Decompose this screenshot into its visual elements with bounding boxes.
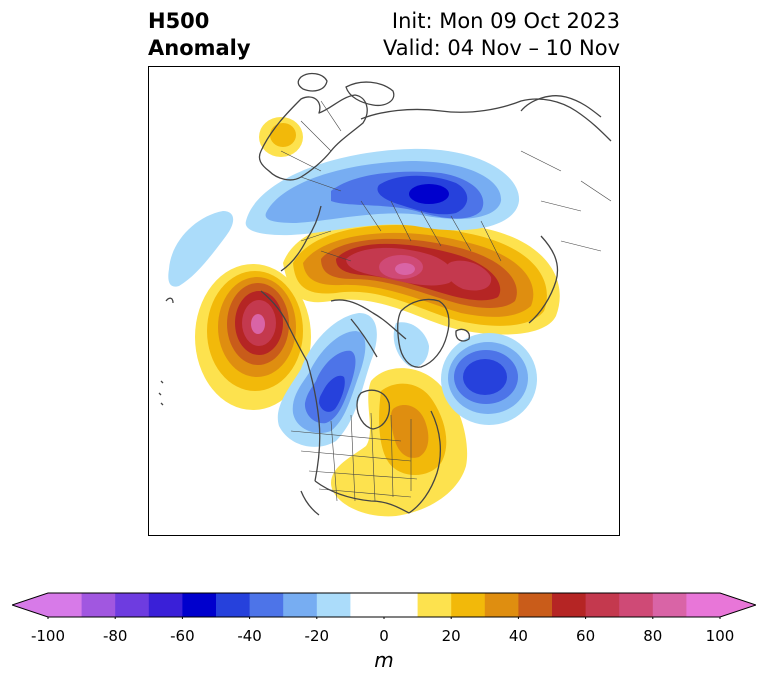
colorbar-tick-label: -40 [237,627,262,645]
title-right: Init: Mon 09 Oct 2023 Valid: 04 Nov – 10… [383,8,620,62]
colorbar-segment [384,593,419,617]
colorbar-segment [652,593,687,617]
colorbar-segment [350,593,385,617]
colorbar-extend-high [720,593,756,617]
colorbar-tick-label: 20 [441,627,461,645]
colorbar-tick-label: 0 [379,627,389,645]
ridge-alaska-gulf [195,264,311,410]
political-borders [280,100,612,502]
anomaly-map [158,72,612,517]
colorbar-tick-label: 100 [705,627,735,645]
colorbar-segment [484,593,519,617]
trough-north-atlantic [441,333,537,425]
colorbar-segment [115,593,150,617]
colorbar-tick-label: -20 [304,627,330,645]
colorbar-ticks: -100 -80 -60 -40 -20 0 20 40 60 80 100 [0,627,768,647]
title-variable: H500 [148,9,210,33]
colorbar-segment [417,593,452,617]
trough-western-canada [277,313,429,447]
colorbar-segment [585,593,620,617]
colorbar-segment [283,593,318,617]
colorbar-segment [619,593,654,617]
colorbar-segment [686,593,721,617]
valid-range: Valid: 04 Nov – 10 Nov [383,36,620,60]
colorbar-segment [249,593,284,617]
colorbar-segment [81,593,116,617]
title-field: Anomaly [148,36,251,60]
colorbar-tick-label: -60 [170,627,195,645]
colorbar-tick-label: 80 [643,627,663,645]
colorbar-tick-label: -100 [30,627,66,645]
colorbar-segment [216,593,251,617]
colorbar-extend-low [12,593,48,617]
colorbar-segment [182,593,217,617]
colorbar-segment [48,593,83,617]
init-date: Init: Mon 09 Oct 2023 [391,9,620,33]
colorbar-tick-label: -80 [102,627,128,645]
colorbar-unit: m [374,648,394,672]
colorbar-segment [148,593,183,617]
colorbar-tick-label: 40 [508,627,528,645]
trough-central-asia [245,148,520,236]
colorbar-tick-label: 60 [576,627,596,645]
colorbar-segment [552,593,587,617]
coastlines [158,72,612,516]
colorbar-segment [316,593,351,617]
trough-north-pacific [168,211,234,287]
title-left: H500 Anomaly [148,8,251,62]
ridge-eastern-north-america [331,368,468,517]
colorbar [12,592,756,619]
colorbar-segment [451,593,486,617]
map-panel [148,66,620,536]
colorbar-segment [518,593,553,617]
ridge-siberia-arctic [283,216,560,335]
ridge-western-europe [259,117,303,157]
